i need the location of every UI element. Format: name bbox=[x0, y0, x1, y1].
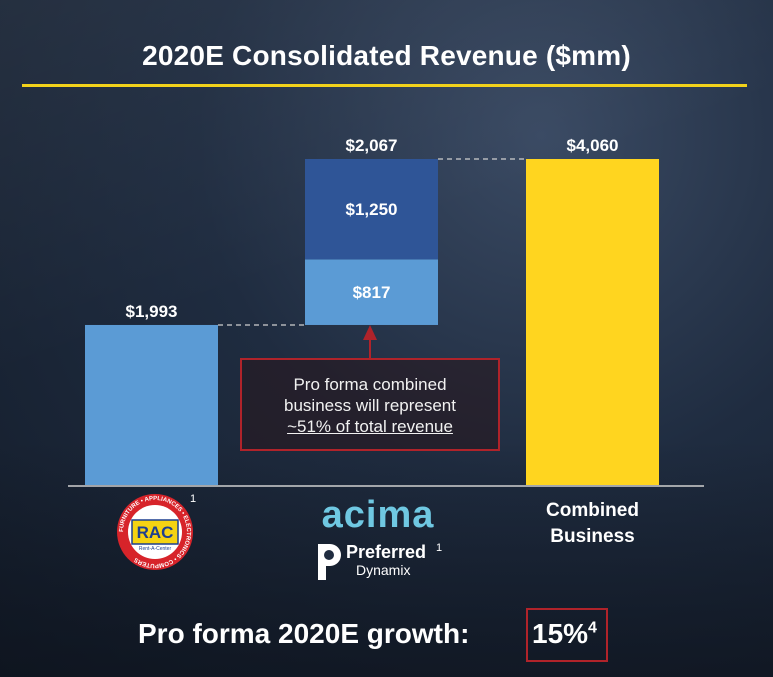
bar-segment-acima-pd-1 bbox=[305, 159, 438, 260]
rac-logo: FURNITURE • APPLIANCES • ELECTRONICS • C… bbox=[117, 494, 193, 570]
growth-value-text: 15% bbox=[532, 618, 589, 649]
callout-arrow-head bbox=[363, 325, 377, 340]
preferred-dynamix-logo: Preferred Dynamix 1 bbox=[312, 540, 462, 590]
segment-label-acima-pd-1: $1,250 bbox=[346, 200, 398, 219]
rac-tagline: Rent-A-Center bbox=[139, 546, 172, 552]
pd-footnote: 1 bbox=[436, 542, 443, 554]
bar-total-label-combined: $4,060 bbox=[567, 136, 619, 155]
rac-logo-text: RAC bbox=[137, 523, 174, 542]
pd-dynamix-text: Dynamix bbox=[356, 562, 411, 578]
growth-highlight-box bbox=[526, 608, 608, 662]
callout-line-2: business will represent bbox=[284, 396, 456, 415]
bar-total-label-acima-pd: $2,067 bbox=[346, 136, 398, 155]
combined-business-label: Combined Business bbox=[525, 498, 660, 550]
callout-line-1: Pro forma combined bbox=[293, 375, 447, 394]
growth-label: Pro forma 2020E growth: bbox=[138, 618, 470, 649]
acima-logo: acima bbox=[321, 494, 435, 536]
pd-mark-icon bbox=[318, 544, 341, 580]
page-title: 2020E Consolidated Revenue ($mm) bbox=[142, 40, 631, 71]
bar-total-label-rac: $1,993 bbox=[126, 302, 178, 321]
pd-preferred-text: Preferred bbox=[346, 542, 427, 562]
bar-segment-acima-pd-0 bbox=[305, 259, 438, 325]
combined-label-line-1: Combined bbox=[546, 500, 639, 521]
combined-label-line-2: Business bbox=[550, 526, 635, 547]
bar-rac bbox=[85, 324, 218, 485]
title-underline bbox=[22, 84, 747, 87]
segment-label-acima-pd-0: $817 bbox=[353, 283, 391, 302]
callout-line-3: ~51% of total revenue bbox=[287, 417, 453, 436]
growth-footnote: 4 bbox=[588, 619, 597, 637]
bar-combined bbox=[526, 159, 659, 485]
rac-footnote: 1 bbox=[190, 493, 197, 505]
growth-value: 15%4 bbox=[532, 618, 597, 650]
revenue-share-callout: Pro forma combined business will represe… bbox=[240, 358, 500, 451]
